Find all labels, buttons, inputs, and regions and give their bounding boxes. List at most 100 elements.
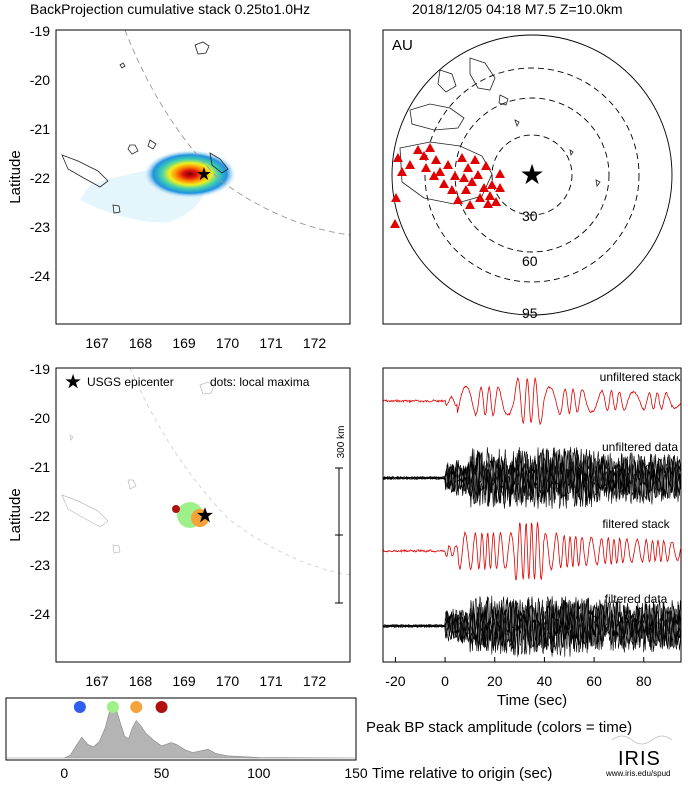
- amplitude-area-path: [6, 705, 357, 759]
- lon-tick-label: 170: [216, 335, 240, 351]
- station-triangle: [419, 151, 429, 160]
- ring-label-60: 60: [522, 253, 538, 269]
- epicenter-star-network: ★: [519, 159, 544, 190]
- lon-tick-label: 171: [259, 673, 283, 689]
- map-axis-ticks: -19 -20 -21 -22 -23 -24 167 168 169 170 171 172 -19 -…: [30, 23, 327, 689]
- lat-tick-label: -23: [30, 219, 50, 235]
- station-triangle: [495, 183, 505, 192]
- lon-tick-label: 167: [85, 673, 109, 689]
- lon-tick-label: 167: [85, 335, 109, 351]
- title-left: BackProjection cumulative stack 0.25to1.…: [30, 1, 310, 17]
- stack-trace: [383, 376, 681, 426]
- amplitude-maxima: [73, 701, 168, 713]
- seismogram-tick-label: 40: [537, 673, 553, 689]
- station-triangle: [453, 195, 463, 204]
- station-triangle: [391, 193, 401, 202]
- amplitude-maxima-dot: [130, 701, 143, 713]
- station-triangle: [491, 197, 501, 206]
- network-label: AU: [392, 37, 413, 54]
- local-maxima-map: ★ ★ USGS epicenter dots: local maxima 30…: [55, 367, 351, 663]
- lon-tick-label: 170: [216, 673, 240, 689]
- station-network-map: AU 30 60 95 ★: [382, 29, 682, 325]
- amplitude-maxima-dot: [106, 701, 119, 713]
- seismogram-tick-label: 20: [487, 673, 503, 689]
- station-markers: [390, 143, 505, 228]
- logo-text: IRIS: [618, 748, 661, 770]
- lat-tick-label: -24: [30, 268, 50, 284]
- lat-tick-label: -19: [30, 23, 50, 39]
- lon-tick-label: 168: [129, 335, 153, 351]
- station-triangle: [495, 169, 505, 178]
- lon-tick-label: 172: [303, 673, 327, 689]
- lon-tick-label: 169: [172, 673, 196, 689]
- epicenter-star-bottom: ★: [197, 506, 212, 525]
- station-triangle: [483, 199, 493, 208]
- data-trace: [383, 446, 681, 509]
- station-triangle: [447, 185, 457, 194]
- seismogram-tick-label: 60: [586, 673, 602, 689]
- scale-bar-label: 300 km: [336, 426, 347, 459]
- ring-label-30: 30: [522, 208, 538, 224]
- legend-dots-label: dots: local maxima: [210, 375, 310, 389]
- lat-tick-label: -20: [30, 72, 50, 88]
- amplitude-tick-label: 100: [247, 765, 271, 781]
- maxima-dot-red: [172, 505, 180, 513]
- seismogram-traces: [383, 376, 681, 657]
- station-triangle: [457, 153, 467, 162]
- logo-url: www.iris.edu/spud: [605, 769, 670, 778]
- trace-label: unfiltered data: [602, 440, 678, 454]
- station-triangle: [443, 160, 453, 169]
- lat-tick-label: -22: [30, 170, 50, 186]
- amplitude-tick-label: 50: [154, 765, 170, 781]
- amplitude-xlabel: Time relative to origin (sec): [372, 765, 552, 782]
- seismogram-x-ticks: -20 0 20 40 60 80: [385, 657, 652, 689]
- station-triangle: [413, 145, 423, 154]
- lon-tick-label: 172: [303, 335, 327, 351]
- trace-label: filtered stack: [602, 517, 670, 531]
- lon-tick-label: 168: [129, 673, 153, 689]
- lat-tick-label: -22: [30, 508, 50, 524]
- station-triangle: [487, 180, 497, 189]
- station-triangle: [461, 185, 471, 194]
- data-trace: [383, 447, 681, 508]
- station-triangle: [439, 179, 449, 188]
- ring-label-95: 95: [522, 305, 538, 321]
- lat-tick-label: -21: [30, 459, 50, 475]
- station-triangle: [481, 161, 491, 170]
- station-triangle: [459, 173, 469, 182]
- lon-tick-label: 171: [259, 335, 283, 351]
- station-triangle: [429, 171, 439, 180]
- station-triangle: [463, 163, 473, 172]
- epicenter-star-top: ★: [196, 164, 212, 184]
- lon-tick-label: 169: [172, 335, 196, 351]
- cumulative-stack-map: ★: [55, 29, 351, 325]
- station-triangle: [450, 171, 460, 180]
- amplitude-tick-label: 150: [344, 765, 368, 781]
- seismogram-tick-label: 80: [636, 673, 652, 689]
- lat-tick-label: -21: [30, 121, 50, 137]
- station-triangle: [405, 160, 415, 169]
- station-triangle: [390, 219, 400, 228]
- latitude-label-top: Latitude: [7, 150, 24, 203]
- station-triangle: [475, 193, 485, 202]
- legend-star-icon: ★: [66, 374, 80, 391]
- seismogram-xlabel: Time (sec): [497, 692, 567, 709]
- station-triangle: [431, 155, 441, 164]
- amplitude-maxima-dot: [155, 701, 168, 713]
- amplitude-x-ticks: 0 50 100 150: [60, 765, 367, 781]
- station-triangle: [393, 153, 403, 162]
- trace-label: filtered data: [605, 592, 668, 606]
- station-triangle: [485, 191, 495, 200]
- station-triangle: [435, 167, 445, 176]
- amplitude-maxima-dot: [73, 701, 86, 713]
- amplitude-area: [6, 705, 357, 759]
- title-right: 2018/12/05 04:18 M7.5 Z=10.0km: [412, 1, 623, 17]
- amplitude-title: Peak BP stack amplitude (colors = time): [366, 719, 632, 736]
- data-trace: [383, 595, 681, 657]
- seismogram-tick-label: 0: [441, 673, 449, 689]
- station-triangle: [473, 170, 483, 179]
- station-triangle: [421, 163, 431, 172]
- station-triangle: [470, 155, 480, 164]
- latitude-label-bottom: Latitude: [7, 488, 24, 541]
